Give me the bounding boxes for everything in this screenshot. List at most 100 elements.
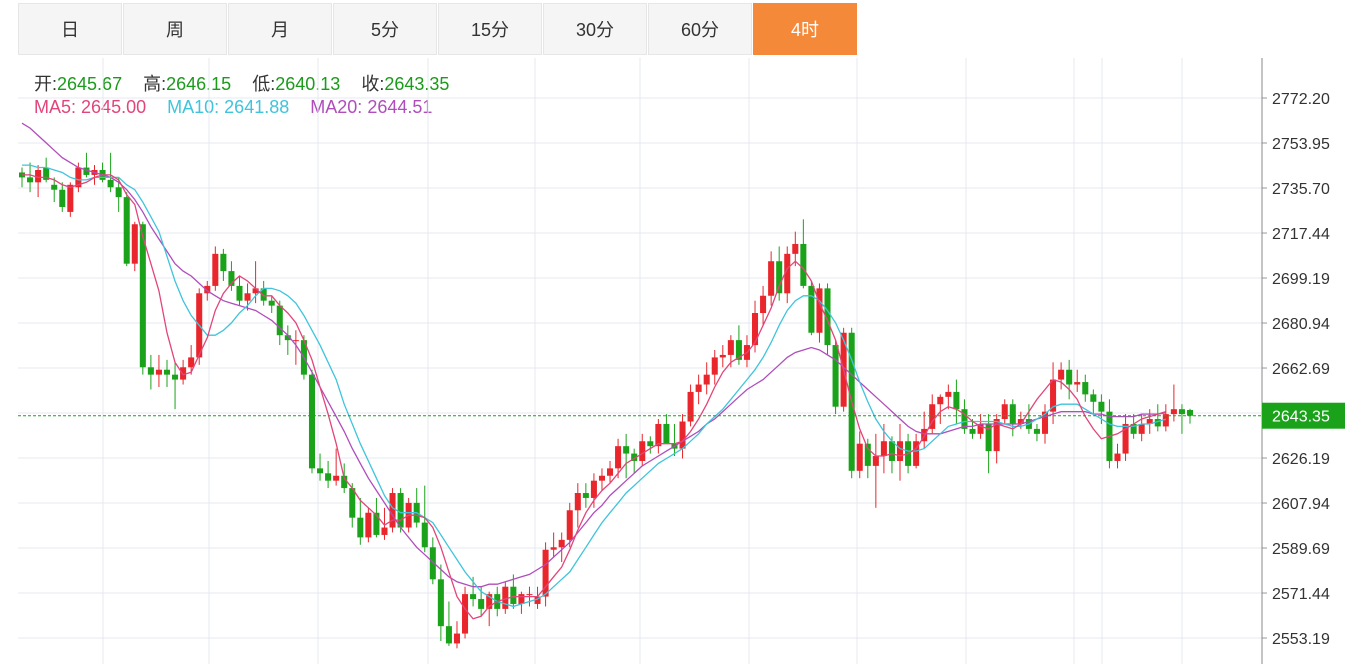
- candle-body: [655, 423, 662, 447]
- ma5-value: 2645.00: [81, 97, 147, 117]
- candle-body: [486, 594, 493, 609]
- candle-body: [913, 441, 920, 466]
- candle-body: [542, 549, 549, 597]
- candle-body: [1114, 453, 1121, 461]
- candle-body: [1178, 409, 1185, 415]
- candle-body: [429, 547, 436, 580]
- candle-body: [51, 184, 58, 190]
- candle-body: [977, 423, 984, 434]
- candle-body: [83, 167, 90, 175]
- low-value: 2640.13: [275, 74, 341, 94]
- candle-body: [590, 480, 597, 498]
- ma10-value: 2641.88: [224, 97, 290, 117]
- candle-body: [43, 167, 50, 180]
- candle-body: [719, 354, 726, 358]
- candle-body: [220, 253, 227, 272]
- y-tick-label: 2607.94: [1272, 496, 1330, 513]
- candle-body: [953, 391, 960, 410]
- candle-body: [107, 179, 114, 188]
- close-label: 收:: [361, 74, 385, 94]
- tab-6[interactable]: 60分: [648, 3, 752, 55]
- tab-2[interactable]: 月: [228, 3, 332, 55]
- candle-body: [284, 335, 291, 341]
- candle-body: [67, 184, 74, 212]
- tab-7[interactable]: 4时: [753, 3, 857, 55]
- candle-body: [663, 423, 670, 444]
- candle-body: [896, 441, 904, 461]
- candle-body: [985, 423, 992, 452]
- candle-body: [1082, 382, 1089, 395]
- candle-body: [1041, 411, 1049, 434]
- candle-body: [792, 243, 799, 254]
- candle-body: [993, 419, 1000, 452]
- candle-body: [276, 305, 283, 336]
- candle-body: [864, 443, 871, 466]
- candle-body: [163, 369, 171, 375]
- candle-body: [1066, 369, 1073, 385]
- candle-body: [1162, 414, 1169, 427]
- candle-body: [373, 512, 380, 535]
- high-value: 2646.15: [166, 74, 232, 94]
- high-label: 高:: [143, 74, 167, 94]
- candle-body: [582, 493, 589, 498]
- candle-body: [421, 522, 428, 548]
- candle-body: [872, 456, 879, 466]
- candle-body: [172, 374, 179, 380]
- tab-0[interactable]: 日: [18, 3, 122, 55]
- candle-body: [1186, 409, 1194, 416]
- candle-body: [768, 261, 775, 296]
- y-tick-label: 2772.20: [1272, 91, 1330, 108]
- candle-body: [534, 596, 541, 604]
- candle-body: [558, 539, 565, 548]
- candle-body: [510, 586, 517, 604]
- candle-body: [236, 285, 243, 301]
- candle-body: [969, 428, 976, 434]
- candle-body: [937, 396, 944, 405]
- y-tick-label: 2662.69: [1272, 361, 1330, 378]
- candle-body: [1001, 404, 1008, 420]
- candle-body: [212, 253, 219, 286]
- candle-body: [727, 340, 734, 355]
- candle-body: [695, 384, 702, 392]
- tab-1[interactable]: 周: [123, 3, 227, 55]
- candle-body: [437, 579, 444, 627]
- candle-body: [502, 586, 509, 609]
- tab-4[interactable]: 15分: [438, 3, 542, 55]
- candle-body: [888, 441, 895, 461]
- candle-body: [349, 488, 356, 518]
- ma20-label: MA20:: [310, 97, 363, 117]
- candle-body: [1009, 404, 1016, 424]
- candle-body: [268, 300, 275, 306]
- candle-body: [389, 493, 396, 528]
- candle-body: [1074, 382, 1081, 385]
- candle-body: [808, 285, 815, 333]
- ma20-value: 2644.51: [367, 97, 433, 117]
- candle-body: [478, 599, 485, 609]
- y-tick-label: 2699.19: [1272, 271, 1330, 288]
- candle-body: [27, 177, 34, 183]
- candle-body: [147, 367, 154, 375]
- tab-5[interactable]: 30分: [543, 3, 647, 55]
- candle-body: [453, 633, 460, 644]
- candle-body: [816, 288, 823, 333]
- tab-3[interactable]: 5分: [333, 3, 437, 55]
- candle-body: [711, 357, 718, 375]
- candle-body: [470, 594, 477, 600]
- timeframe-tabs: 日周月 5分 15分 30分 60分 4时: [18, 3, 858, 57]
- ma5-label: MA5:: [34, 97, 77, 117]
- candle-body: [550, 547, 557, 550]
- candle-body: [292, 340, 299, 342]
- y-tick-label: 2589.69: [1272, 541, 1330, 558]
- candle-body: [784, 253, 791, 294]
- candle-body: [357, 517, 364, 538]
- candle-body: [131, 224, 138, 264]
- candle-body: [204, 285, 211, 294]
- candle-body: [961, 409, 968, 429]
- candle-body: [1098, 401, 1105, 412]
- low-label: 低:: [252, 74, 276, 94]
- candle-body: [566, 510, 573, 540]
- open-label: 开:: [34, 74, 58, 94]
- candle-body: [518, 594, 525, 604]
- candle-body: [824, 288, 831, 346]
